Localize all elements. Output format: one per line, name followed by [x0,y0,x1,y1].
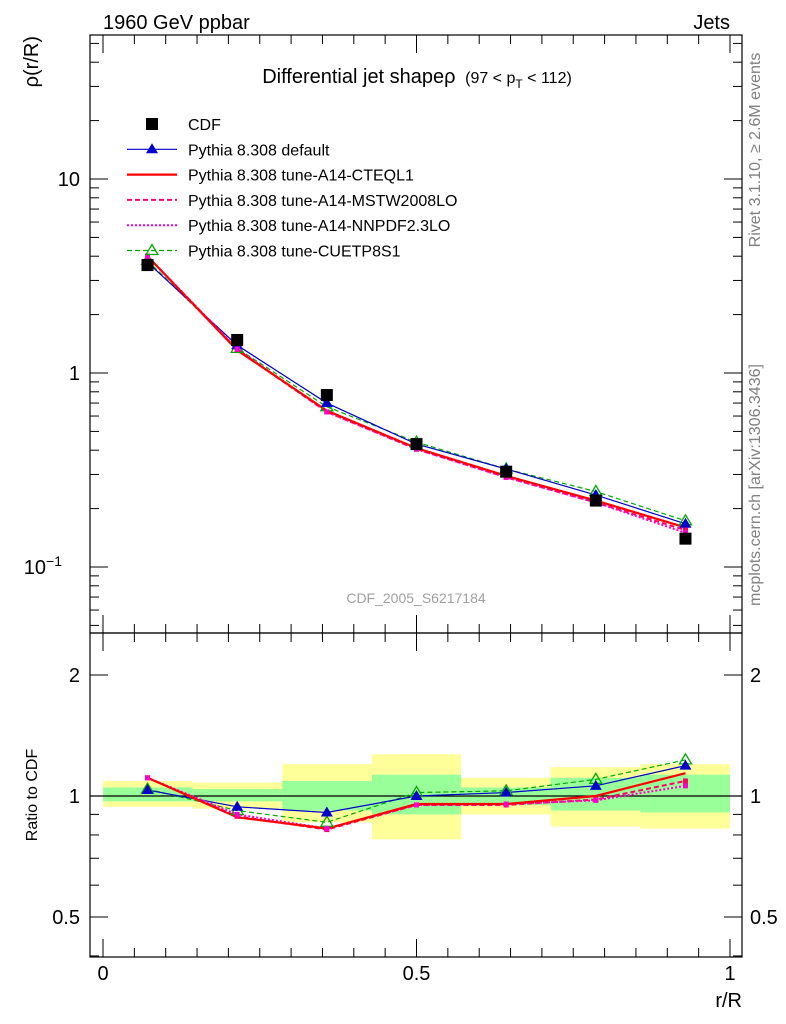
legend-label: Pythia 8.308 default [188,142,330,159]
chart-title-range: (97 < p [465,70,515,87]
ratio-y-tick-label: 2 [69,665,80,687]
main-ylabel: ρ(r/R) [21,36,43,87]
marker-triangle [410,790,423,800]
chart-title: Differential jet shapeρ (97 < pT < 112) [262,66,572,91]
uncertainty-band-green [103,787,193,802]
ticks: 10 1 10−1 2 2 1 1 0.5 0.5 0 0.5 1 [24,35,778,985]
marker-triangle [679,517,692,528]
legend-label: Pythia 8.308 tune-A14-NNPDF2.3LO [188,218,450,235]
x-tick-label: 0.5 [403,963,431,985]
marker-square [145,253,151,259]
ratio-y-tick-label-right: 2 [750,665,761,687]
marker-triangle [589,779,602,790]
x-tick-label: 0 [97,963,108,985]
marker-square [410,438,423,451]
ratio-ylabel: Ratio to CDF [24,749,41,842]
marker-square [414,802,419,808]
series-line [146,255,686,529]
y-tick-label-exponent: −1 [46,553,62,569]
legend-label: CDF [188,117,221,134]
ratio-y-tick-label-right: 0.5 [750,907,778,929]
chart-title-sub: T [515,77,523,91]
marker-square [503,801,509,807]
header-process: 1960 GeV ppbar [103,12,250,34]
marker-square [500,465,513,478]
marker-square [682,783,688,789]
mcplots-info: mcplots.cern.ch [arXiv:1306.3436] [747,364,764,606]
rivet-info: Rivet 3.1.10, ≥ 2.6M events [747,53,764,248]
marker-triangle [141,783,154,794]
legend-label: Pythia 8.308 tune-A14-CTEQL1 [188,168,414,185]
marker-square [593,797,599,803]
marker-square [146,118,158,130]
ratio-y-tick-label: 1 [69,786,80,808]
marker-square [145,775,151,781]
marker-square [320,389,333,402]
series-line [147,260,686,522]
analysis-watermark: CDF_2005_S6217184 [346,590,486,606]
series-line [146,255,686,532]
marker-square [682,527,688,533]
legend-label: Pythia 8.308 tune-A14-MSTW2008LO [188,193,457,210]
legend-label: Pythia 8.308 tune-CUETP8S1 [188,244,401,261]
xlabel: r/R [715,990,742,1012]
marker-triangle [500,786,513,797]
y-tick-label: 10−1 [24,553,62,579]
y-tick-label: 1 [69,363,80,385]
series-lines [146,255,686,831]
marker-open-triangle [144,243,160,256]
marker-triangle [146,143,158,154]
marker-square [324,826,330,832]
header-category: Jets [693,12,730,34]
marker-square [231,333,244,346]
marker-triangle [320,397,333,408]
chart-title-main: Differential jet shapeρ [262,66,455,88]
data-points [140,253,693,833]
series-line [146,255,686,534]
marker-triangle [679,759,692,770]
ratio-y-tick-label-right: 1 [750,786,761,808]
x-tick-label: 1 [724,963,735,985]
marker-square [141,259,154,272]
marker-square [324,409,330,415]
y-tick-label: 10 [58,169,80,191]
marker-triangle [320,806,333,817]
marker-square [234,811,240,817]
marker-square [234,346,240,352]
ratio-y-tick-label: 0.5 [52,907,80,929]
uncertainty-band-green [192,789,283,802]
marker-square [679,532,692,545]
chart-title-range-end: < 112) [523,70,572,87]
marker-triangle [231,800,244,811]
series-line [147,261,686,525]
legend: CDF Pythia 8.308 default Pythia 8.308 tune… [127,117,457,261]
marker-square [589,494,602,507]
marker-square [682,778,688,784]
